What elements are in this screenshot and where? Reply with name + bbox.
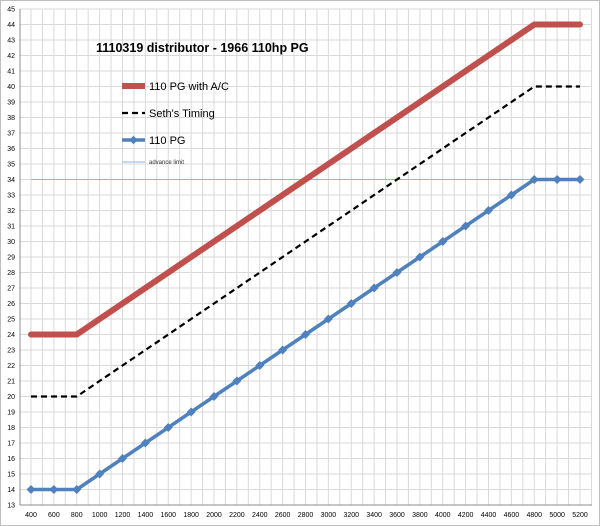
data-point-marker	[323, 314, 333, 324]
chart-title: 1110319 distributor - 1966 110hp PG	[96, 41, 309, 55]
data-point-marker	[300, 329, 311, 340]
y-tick-label: 38	[7, 115, 15, 122]
data-point-marker	[392, 267, 402, 278]
data-point-marker	[49, 484, 59, 495]
y-tick-label: 26	[7, 301, 15, 308]
data-point-marker	[346, 298, 356, 309]
x-tick-label: 2600	[275, 512, 291, 519]
x-tick-label: 4600	[504, 512, 520, 519]
x-tick-label: 800	[71, 512, 83, 519]
y-tick-label: 13	[7, 503, 15, 510]
y-tick-label: 41	[7, 69, 15, 76]
y-tick-label: 42	[7, 53, 15, 60]
y-tick-label: 19	[7, 410, 15, 417]
data-point-marker	[438, 236, 448, 247]
x-tick-label: 2400	[252, 512, 268, 519]
x-tick-label: 2200	[229, 512, 245, 519]
data-point-marker	[506, 190, 516, 200]
legend-label: 110 PG	[149, 135, 186, 147]
x-tick-label: 4400	[481, 512, 497, 519]
y-tick-label: 28	[7, 270, 15, 277]
data-point-marker	[232, 376, 242, 386]
y-tick-label: 14	[7, 487, 15, 494]
series-line-110-pg-with-a-c	[28, 21, 583, 338]
data-point-marker	[369, 283, 379, 293]
y-tick-label: 25	[7, 317, 15, 324]
y-tick-label: 37	[7, 131, 15, 138]
x-tick-label: 2800	[298, 512, 314, 519]
x-tick-label: 1200	[115, 512, 131, 519]
x-tick-label: 3200	[343, 512, 359, 519]
x-tick-label: 1000	[92, 512, 108, 519]
data-point-marker	[209, 391, 219, 402]
x-tick-label: 3800	[412, 512, 428, 519]
series-line-seth-s-timing	[31, 85, 580, 398]
y-tick-label: 40	[7, 84, 15, 91]
data-point-marker	[26, 484, 36, 495]
x-tick-label: 1800	[183, 512, 199, 519]
x-tick-label: 2000	[206, 512, 222, 519]
data-point-marker	[255, 360, 265, 371]
x-tick-label: 400	[25, 512, 37, 519]
y-tick-label: 20	[7, 394, 15, 401]
x-tick-label: 1400	[138, 512, 154, 519]
x-tick-label: 1600	[160, 512, 176, 519]
y-tick-label: 16	[7, 456, 15, 463]
data-point-marker	[483, 205, 494, 216]
y-tick-label: 21	[7, 379, 15, 386]
legend-label: advance limit	[149, 160, 184, 166]
x-tick-label: 5000	[549, 512, 565, 519]
x-axis-tick-labels: 400 600 800 1000 1200 1400 1600 1800 2000 2200 240…	[25, 512, 588, 519]
data-point-marker	[163, 422, 173, 433]
data-point-marker	[72, 484, 82, 495]
legend-label: Seth's Timing	[149, 108, 215, 120]
y-axis-tick-labels: 13 14 15 16 17 18 19 20 21 22 23 24 25 26 27 28 29 30 31 32…	[7, 7, 15, 510]
y-tick-label: 27	[7, 286, 15, 293]
y-tick-label: 32	[7, 208, 15, 215]
x-tick-label: 3000	[321, 512, 337, 519]
legend-label: 110 PG with A/C	[149, 81, 229, 93]
x-tick-label: 3400	[366, 512, 382, 519]
x-tick-label: 4200	[458, 512, 474, 519]
y-tick-label: 18	[7, 425, 15, 432]
y-tick-label: 39	[7, 100, 15, 107]
data-point-marker	[415, 252, 425, 262]
data-point-marker	[575, 174, 585, 185]
data-point-marker	[278, 345, 288, 355]
y-tick-label: 31	[7, 224, 15, 231]
x-tick-label: 4000	[435, 512, 451, 519]
data-point-marker	[461, 221, 471, 231]
y-tick-label: 17	[7, 441, 15, 448]
legend-marker	[129, 135, 138, 145]
x-tick-label: 4800	[526, 512, 542, 519]
y-tick-label: 43	[7, 38, 15, 45]
y-tick-label: 36	[7, 146, 15, 153]
x-tick-label: 5200	[572, 512, 588, 519]
y-tick-label: 30	[7, 239, 15, 246]
y-tick-label: 29	[7, 255, 15, 262]
y-tick-label: 33	[7, 193, 15, 200]
x-tick-label: 600	[48, 512, 60, 519]
legend: 110 PG with A/C Seth's Timing 110 PG advanc…	[122, 81, 229, 166]
y-tick-label: 34	[7, 177, 15, 184]
data-point-marker	[552, 174, 562, 185]
y-tick-label: 24	[7, 332, 15, 339]
y-tick-label: 15	[7, 472, 15, 479]
x-tick-label: 3600	[389, 512, 405, 519]
data-point-marker	[95, 469, 105, 479]
data-point-marker	[529, 174, 539, 185]
y-tick-label: 35	[7, 162, 15, 169]
y-tick-label: 23	[7, 348, 15, 355]
data-point-marker	[140, 438, 150, 448]
data-point-marker	[186, 407, 196, 417]
y-tick-label: 45	[7, 7, 15, 14]
data-point-marker	[117, 453, 128, 464]
y-tick-label: 44	[7, 22, 15, 29]
y-tick-label: 22	[7, 363, 15, 370]
series-lines	[26, 21, 585, 495]
